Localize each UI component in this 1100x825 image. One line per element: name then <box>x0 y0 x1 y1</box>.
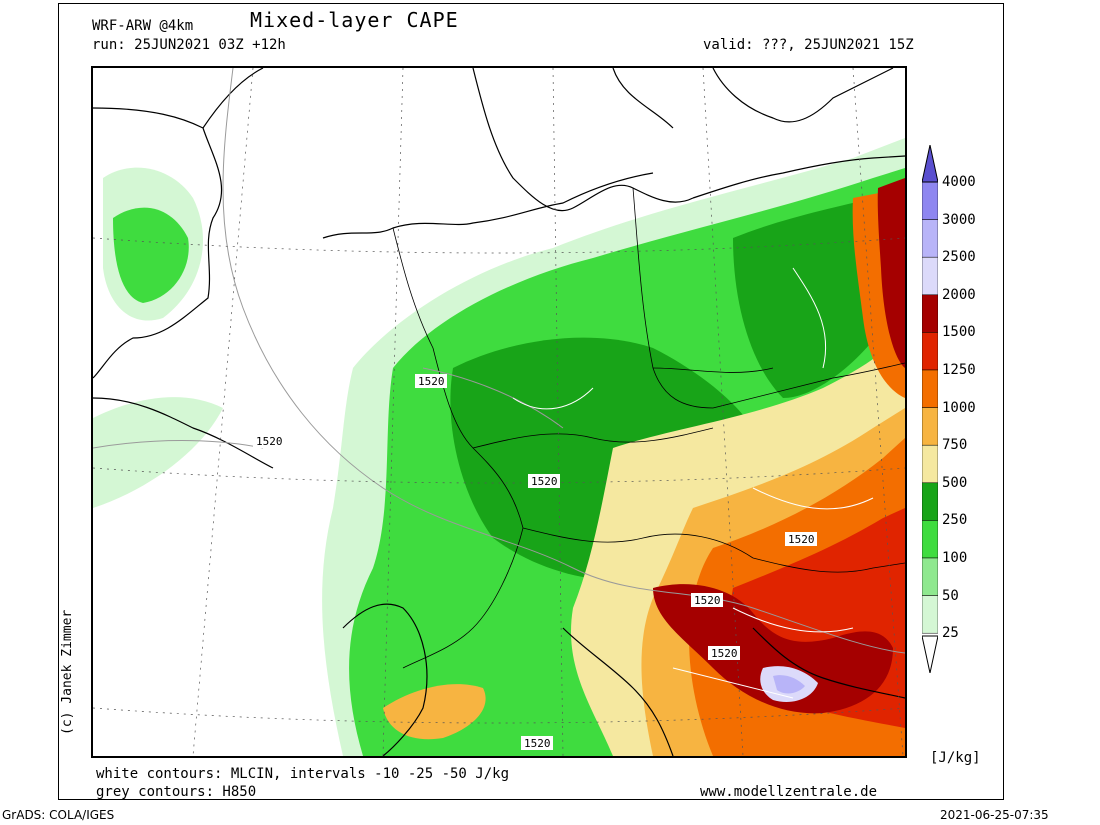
colorbar-level-label: 1000 <box>942 399 976 416</box>
plot-frame <box>58 3 1004 800</box>
cape-area-2500 <box>773 675 805 694</box>
copyright: (c) Janek Zimmer <box>60 609 75 735</box>
contour-label: 1520 <box>418 375 445 388</box>
borders <box>392 187 905 669</box>
colorbar-box <box>922 557 938 596</box>
colorbar-level-label: 4000 <box>942 174 976 190</box>
colorbar-level-label: 500 <box>942 474 968 491</box>
colorbar-box <box>922 482 938 521</box>
colorbar-box <box>922 332 938 371</box>
coastlines <box>93 68 905 756</box>
note-grey-contours: grey contours: H850 <box>96 784 257 800</box>
colorbar-level-label: 25 <box>942 625 959 642</box>
timestamp: 2021-06-25-07:35 <box>940 808 1049 822</box>
page-title: Mixed-layer CAPE <box>250 8 459 32</box>
unit-label: [J/kg] <box>930 750 981 766</box>
contour-label: 1520 <box>711 647 738 660</box>
colorbar-top-arrow <box>922 145 938 183</box>
cape-area-100-uk <box>113 207 189 303</box>
colorbar-box <box>922 520 938 559</box>
model-label: WRF-ARW @4km <box>92 18 194 34</box>
colorbar-box <box>922 407 938 446</box>
cape-area-1500-east <box>877 178 905 368</box>
note-white-contours: white contours: MLCIN, intervals -10 -25… <box>96 766 510 782</box>
contour-label: 1520 <box>694 594 721 607</box>
colorbar-box <box>922 444 938 484</box>
colorbar-level-label: 2000 <box>942 286 976 303</box>
colorbar-level-label: 3000 <box>942 211 976 228</box>
colorbar-level-label: 250 <box>942 512 968 529</box>
colorbar-box <box>922 595 938 634</box>
colorbar-level-label: 750 <box>942 437 968 454</box>
contour-label: 1520 <box>531 475 558 488</box>
cape-map: 1520 1520 1520 1520 1520 1520 1520 <box>91 66 907 758</box>
colorbar-level-label: 2500 <box>942 249 976 266</box>
colorbar-box <box>922 219 938 258</box>
run-label: run: 25JUN2021 03Z +12h <box>92 37 286 53</box>
contour-label: 1520 <box>256 435 283 448</box>
website-link[interactable]: www.modellzentrale.de <box>700 784 878 800</box>
colorbar-boxes <box>922 181 938 634</box>
colorbar-box <box>922 181 938 220</box>
colorbar-level-label: 1250 <box>942 362 976 378</box>
colorbar <box>922 145 938 673</box>
contour-label: 1520 <box>788 533 815 546</box>
colorbar-box <box>922 256 938 296</box>
colorbar-level-label: 50 <box>942 587 959 604</box>
contour-labels: 1520 1520 1520 1520 1520 1520 1520 <box>253 374 817 750</box>
graticule <box>93 68 905 756</box>
cape-area-250-east <box>733 198 883 398</box>
valid-label: valid: ???, 25JUN2021 15Z <box>703 37 914 53</box>
colorbar-level-label: 100 <box>942 550 968 566</box>
h850-contours <box>93 68 905 654</box>
colorbar-box <box>922 294 938 333</box>
grads-credit: GrADS: COLA/IGES <box>2 808 115 822</box>
colorbar-box <box>922 369 938 408</box>
colorbar-level-label: 1500 <box>942 324 976 341</box>
cape-area-25-west <box>93 397 223 508</box>
contour-label: 1520 <box>524 737 551 750</box>
cape-area-750-west <box>383 684 486 740</box>
mlcin-contours <box>512 267 874 699</box>
map-svg: 1520 1520 1520 1520 1520 1520 1520 <box>93 68 905 756</box>
colorbar-bottom-arrow <box>922 635 938 673</box>
